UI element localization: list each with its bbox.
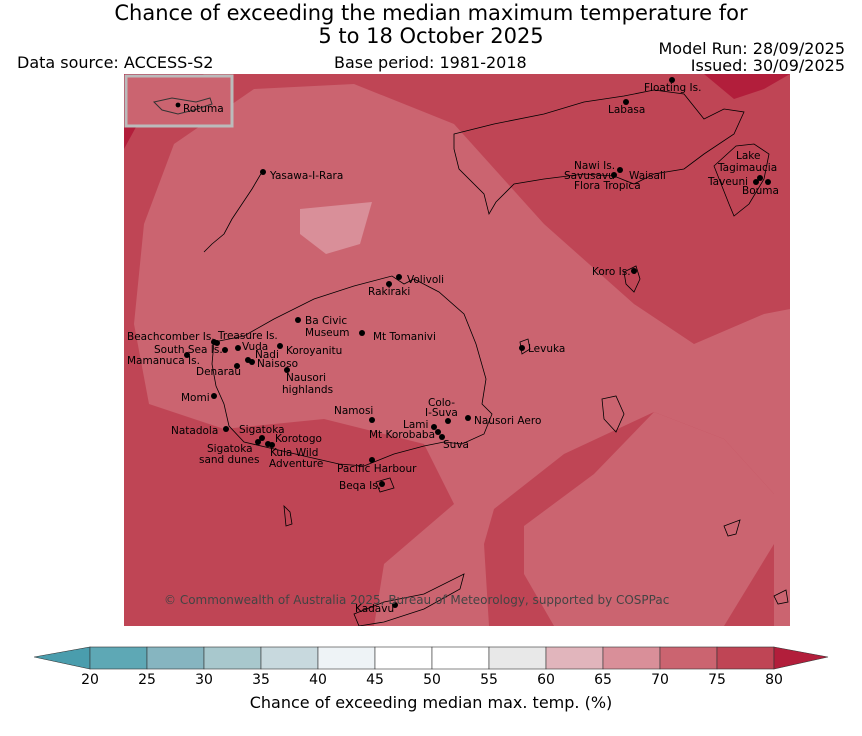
- place-label: Ba Civic: [305, 315, 347, 327]
- colorbar-tick: 35: [252, 672, 270, 688]
- place-label: Vuda: [242, 341, 268, 353]
- data-source: Data source: ACCESS-S2: [17, 53, 214, 72]
- place-label: Suva: [443, 439, 469, 451]
- place-label: Yasawa-I-Rara: [269, 170, 343, 182]
- place-label: Taveuni: [707, 176, 748, 188]
- place-label: Beachcomber Is.: [127, 331, 215, 343]
- place-label: Tagimaucia: [717, 162, 777, 174]
- place-label: Nadi: [255, 349, 279, 361]
- place-label: Labasa: [608, 104, 645, 116]
- koro-coast: [623, 265, 641, 293]
- colorbar-tick: 40: [309, 672, 327, 688]
- place-label: Sigatoka: [207, 443, 253, 455]
- inset-label: Rotuma: [183, 103, 224, 115]
- title-line-1: Chance of exceeding the median maximum t…: [114, 1, 748, 25]
- place-label: Nausori: [286, 372, 326, 384]
- gau-coast: [601, 395, 625, 433]
- place-label: Mt Tomanivi: [373, 331, 436, 343]
- place-label: Waisali: [629, 170, 666, 182]
- place-label: Levuka: [528, 343, 565, 355]
- colorbar-tick: 80: [765, 672, 783, 688]
- south-rock-coast: [283, 504, 293, 527]
- colorbar-tick: 60: [537, 672, 555, 688]
- colorbar: [34, 646, 829, 670]
- zone-65-70: [300, 202, 372, 254]
- rotuma-inset: Rotuma: [124, 74, 234, 128]
- colorbar-tick: 30: [195, 672, 213, 688]
- place-label: Floating Is.: [644, 82, 701, 94]
- copyright-notice: © Commonwealth of Australia 2025, Bureau…: [164, 593, 669, 607]
- place-label: Flora Tropica: [574, 180, 641, 192]
- place-label: highlands: [282, 384, 333, 396]
- place-label: Mt Korobaba: [369, 429, 435, 441]
- vanua-levu-coast: [453, 89, 745, 216]
- map-title: Chance of exceeding the median maximum t…: [0, 2, 862, 48]
- place-label: Adventure: [269, 458, 323, 470]
- viti-levu-coast: [211, 275, 493, 467]
- place-label: South Sea Is.: [154, 344, 223, 356]
- place-label: sand dunes: [199, 454, 259, 466]
- kadavu-coast: [353, 573, 465, 626]
- taveuni-coast: [713, 143, 770, 217]
- place-label: Korotogo: [275, 433, 322, 445]
- place-label: Volivoli: [407, 274, 444, 286]
- colorbar-segments: [89, 646, 775, 670]
- place-label: Beqa Is.: [339, 480, 381, 492]
- colorbar-tick: 55: [480, 672, 498, 688]
- yasawa-coast: [203, 171, 263, 253]
- place-label: Nawi Is.: [574, 160, 615, 172]
- place-label: Treasure Is.: [217, 330, 278, 342]
- colorbar-tick: 20: [81, 672, 99, 688]
- place-label: Savusavu: [564, 170, 615, 182]
- place-label: Rakiraki: [368, 286, 410, 298]
- colorbar-over-arrow: [773, 646, 829, 670]
- place-label: Mamanuca Is.: [127, 355, 200, 367]
- colorbar-tick: 25: [138, 672, 156, 688]
- place-label: I-Suva: [425, 407, 458, 419]
- colorbar-tick: 75: [708, 672, 726, 688]
- place-labels: Floating Is. Labasa Yasawa-I-Rara Nawi I…: [127, 82, 779, 615]
- place-label: Koro Is.: [592, 266, 631, 278]
- place-label: Namosi: [334, 405, 373, 417]
- place-label: Sigatoka: [239, 424, 285, 436]
- colorbar-tick: 70: [651, 672, 669, 688]
- place-label: Koroyanitu: [286, 345, 342, 357]
- place-markers: [184, 77, 771, 608]
- place-label: Colo-: [428, 397, 455, 409]
- colorbar-tick: 50: [423, 672, 441, 688]
- place-label: Momi: [181, 392, 210, 404]
- base-period: Base period: 1981-2018: [334, 53, 527, 72]
- east-island-coast: [723, 519, 741, 537]
- colorbar-label: Chance of exceeding median max. temp. (%…: [249, 693, 613, 712]
- title-line-2: 5 to 18 October 2025: [318, 24, 544, 48]
- east-small-coast: [773, 589, 789, 605]
- zone-70-75-south: [524, 412, 774, 626]
- place-label: Lami: [403, 419, 428, 431]
- place-label: Natadola: [171, 425, 218, 437]
- beqa-coast: [375, 477, 395, 493]
- place-label: Naisoso: [257, 358, 298, 370]
- place-label: Lake: [736, 150, 760, 162]
- place-label: Kadavu: [355, 603, 394, 615]
- model-run: Model Run: 28/09/2025: [658, 39, 846, 58]
- place-label: Kula Wild: [270, 447, 318, 459]
- forecast-map: Rotuma Floating Is. Labasa Yasawa-I-Rara…: [124, 74, 790, 626]
- place-label: Bouma: [742, 185, 779, 197]
- coastlines: [203, 89, 789, 626]
- colorbar-tick: 65: [594, 672, 612, 688]
- colorbar-under-arrow: [34, 646, 91, 670]
- place-label: Museum: [305, 327, 350, 339]
- issued-date: Issued: 30/09/2025: [690, 56, 845, 75]
- run-info: Model Run: 28/09/2025 Issued: 30/09/2025: [659, 40, 846, 74]
- place-label: Denarau: [196, 366, 241, 378]
- place-label: Nausori Aero: [474, 415, 541, 427]
- colorbar-tick: 45: [366, 672, 384, 688]
- zone-70-75-north: [134, 84, 790, 626]
- place-label: Pacific Harbour: [337, 463, 417, 475]
